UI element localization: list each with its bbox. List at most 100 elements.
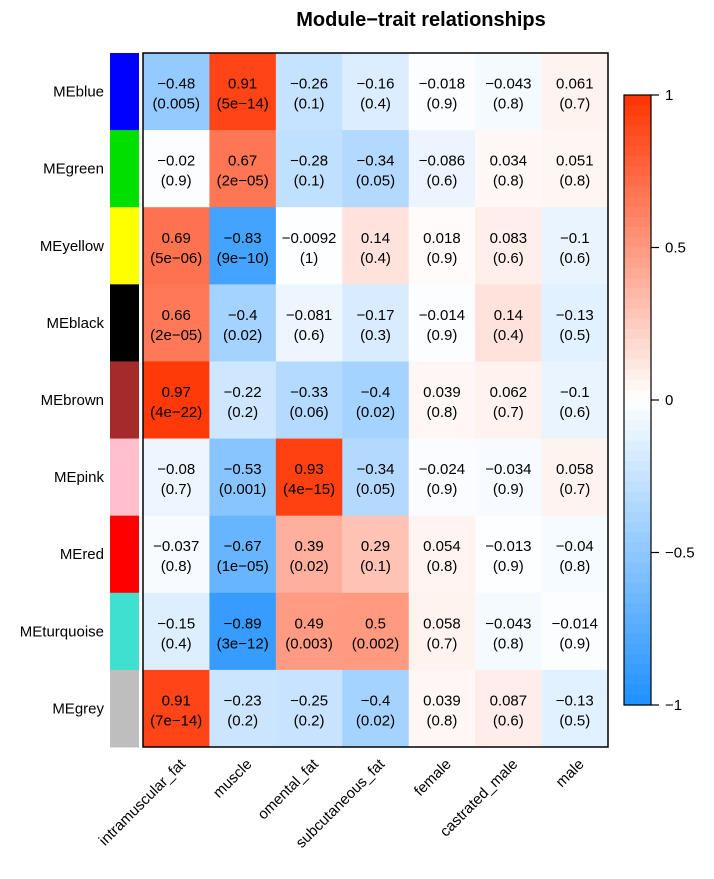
heatmap-border [142,52,609,748]
cell-pvalue-label: (0.8) [559,173,590,190]
cell-correlation-label: 0.018 [423,230,461,247]
column-labels: intramuscular_fat muscleomental_fatsubcut… [96,755,588,851]
cell-pvalue-label: (2e−05) [217,173,269,190]
legend-swatch [624,95,651,106]
legend-swatch [624,410,651,421]
heatmap-cell [475,515,543,594]
module-color-MEbrown [110,361,139,440]
legend-swatch [624,278,651,289]
cell-correlation-label: −0.043 [485,76,531,93]
cell-correlation-label: −0.16 [357,76,395,93]
legend-swatch [624,267,651,279]
legend-swatch [624,633,651,645]
cell-labels: −0.48 (0.005) 0.91 (5e−14) −0.26 (0.1) −0.16 (0… [150,76,598,730]
cell-correlation-label: 0.39 [294,538,323,555]
cell-correlation-label: 0.034 [490,153,528,170]
row-label: MEbrown [41,392,104,409]
cell-correlation-label: −0.26 [290,76,328,93]
cell-correlation-label: −0.15 [157,615,195,632]
cell-correlation-label: −0.013 [485,538,531,555]
legend-swatch [624,166,651,177]
legend-swatch [624,450,651,462]
cell-pvalue-label: (0.8) [427,712,458,729]
cell-correlation-label: −0.014 [552,615,598,632]
legend-tick-label: 0 [665,392,673,409]
heatmap-cell [342,438,410,517]
heatmap-cell [408,130,476,208]
heatmap-cell [209,438,277,517]
cell-pvalue-label: (0.5) [559,327,590,344]
cell-pvalue-label: (0.4) [360,96,391,113]
heatmap-cell [475,130,543,208]
heatmap-cell [342,361,410,440]
heatmap-cell [408,284,476,362]
cell-correlation-label: 0.039 [423,692,461,709]
row-label: MEturquoise [20,623,104,640]
module-color-bar [110,53,139,748]
cell-pvalue-label: (0.2) [294,712,325,729]
column-label: male [553,756,588,791]
legend-swatch [624,430,651,442]
heatmap-cell [408,53,476,131]
legend-swatch [624,562,651,574]
cell-correlation-label: −0.014 [419,307,465,324]
heatmap-cell [209,130,277,208]
row-label: MEgrey [52,700,104,717]
cell-pvalue-label: (0.8) [161,558,192,575]
heatmap-cell [475,284,543,362]
cell-pvalue-label: (0.9) [427,327,458,344]
cell-correlation-label: 0.93 [294,461,323,478]
heatmap-cell [408,207,476,285]
heatmap-cell [475,592,543,671]
heatmap-cell [275,515,343,594]
heatmap-cell [541,515,609,594]
cell-pvalue-label: (0.8) [427,558,458,575]
legend-swatch [624,359,651,371]
heatmap-cell [541,669,609,748]
module-color-MEyellow [110,207,139,285]
cell-pvalue-label: (0.9) [161,173,192,190]
color-scale-legend: 1 0.5 0 −0.5 −1 [623,87,695,714]
heatmap-cell [275,438,343,517]
cell-correlation-label: −0.037 [153,538,199,555]
cell-pvalue-label: (0.6) [294,327,325,344]
cell-correlation-label: −0.48 [157,76,195,93]
module-color-MEgreen [110,130,139,208]
legend-swatch [624,196,651,208]
legend-swatch [624,288,651,299]
heatmap-cell [342,207,410,285]
legend-swatch [624,328,651,340]
cell-correlation-label: 0.5 [365,615,386,632]
column-label: omental_fat [254,755,322,823]
cell-pvalue-label: (0.8) [493,173,524,190]
legend-swatch [624,603,651,615]
heatmap-cells [143,53,609,748]
legend-swatch [624,237,651,249]
cell-correlation-label: 0.49 [294,615,323,632]
cell-pvalue-label: (0.2) [227,712,258,729]
heatmap-cell [541,53,609,131]
heatmap-cell [209,515,277,594]
cell-correlation-label: −0.83 [224,230,262,247]
legend-swatch [624,542,651,554]
legend-swatch [624,227,651,238]
heatmap-cell [209,361,277,440]
heatmap-cell [143,515,210,594]
legend-swatch [624,349,651,360]
cell-pvalue-label: (0.5) [559,712,590,729]
heatmap-cell [541,130,609,208]
cell-pvalue-label: (0.6) [427,173,458,190]
cell-correlation-label: 0.14 [494,307,523,324]
cell-correlation-label: −0.17 [357,307,395,324]
cell-pvalue-label: (4e−15) [283,481,335,498]
row-label: MEgreen [43,161,104,178]
cell-correlation-label: −0.13 [556,307,594,324]
legend-swatch [624,481,651,493]
legend-swatch [624,644,651,655]
cell-correlation-label: −0.018 [419,76,465,93]
cell-pvalue-label: (0.6) [493,712,524,729]
cell-pvalue-label: (0.8) [493,96,524,113]
cell-pvalue-label: (5e−06) [150,250,202,267]
cell-pvalue-label: (0.9) [427,481,458,498]
